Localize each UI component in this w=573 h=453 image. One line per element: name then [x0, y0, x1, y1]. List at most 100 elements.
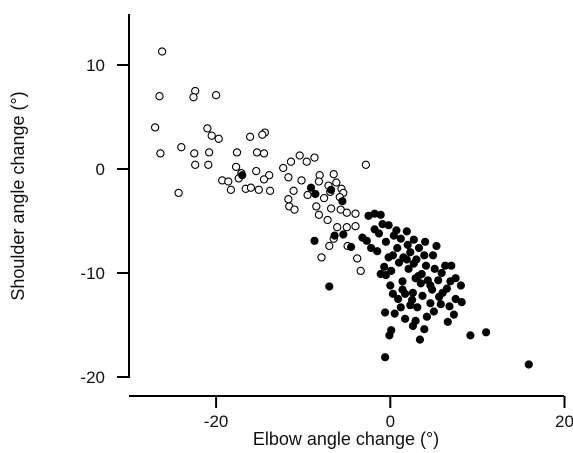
x-tick-label: -20 [204, 412, 229, 431]
filled-data-point [409, 235, 418, 244]
open-data-point [177, 143, 186, 152]
filled-data-point [306, 183, 316, 192]
open-data-point [155, 92, 164, 101]
filled-data-point [402, 255, 411, 264]
open-data-point [174, 188, 183, 198]
filled-data-point [456, 281, 465, 290]
x-tick-label: 20 [555, 412, 573, 431]
filled-data-point [393, 243, 402, 253]
filled-data-point [392, 226, 401, 235]
filled-data-point [438, 288, 447, 297]
open-data-point [190, 149, 199, 158]
filled-data-point [406, 248, 415, 257]
open-data-point [254, 185, 263, 194]
open-data-point [265, 186, 275, 195]
filled-data-point [415, 335, 424, 344]
filled-data-point [418, 291, 427, 300]
open-data-point [319, 193, 329, 203]
filled-data-point [445, 302, 454, 311]
filled-data-point [374, 229, 384, 238]
filled-data-point [408, 288, 417, 297]
open-data-point [317, 253, 326, 262]
open-data-point [356, 266, 365, 276]
open-data-point [245, 132, 255, 141]
filled-data-point [412, 255, 421, 264]
filled-data-point [330, 231, 339, 240]
filled-data-point [347, 242, 356, 252]
open-data-point [325, 241, 334, 251]
filled-data-point [385, 331, 394, 340]
filled-data-point [394, 294, 403, 304]
open-data-point [303, 190, 312, 200]
x-axis: -20 0 20 [129, 395, 573, 431]
filled-data-point [432, 241, 441, 251]
filled-data-point [310, 236, 319, 245]
filled-data-point [447, 261, 456, 270]
filled-data-point [388, 251, 397, 260]
open-data-point [333, 223, 342, 232]
filled-data-point [420, 325, 429, 334]
y-tick-label: -20 [80, 368, 105, 387]
filled-data-point [367, 243, 376, 253]
x-tick-label: 0 [386, 412, 395, 431]
open-data-point [310, 153, 319, 162]
open-data-point [342, 223, 351, 232]
filled-data-point [402, 227, 411, 236]
filled-data-point [437, 268, 446, 278]
open-data-point [156, 149, 165, 158]
filled-data-point [362, 236, 371, 245]
open-data-point [290, 205, 299, 214]
open-data-point [302, 157, 311, 166]
filled-data-point [398, 277, 407, 286]
filled-data-point [396, 234, 405, 243]
filled-data-point [404, 264, 413, 273]
open-data-point [150, 123, 160, 132]
open-data-point [351, 209, 360, 218]
filled-data-point [338, 197, 347, 206]
open-data-point [204, 148, 214, 157]
open-data-point [231, 162, 241, 172]
y-tick-label: -10 [80, 264, 105, 283]
filled-data-point [325, 282, 334, 291]
filled-data-point [381, 237, 390, 246]
filled-data-point [381, 271, 390, 280]
open-data-point [189, 93, 198, 102]
open-data-point [203, 124, 212, 133]
plot-points [150, 47, 533, 369]
filled-data-point [398, 285, 407, 294]
filled-data-point [388, 289, 397, 298]
open-data-point [314, 177, 324, 186]
filled-data-point [384, 221, 393, 230]
open-data-point [211, 91, 221, 100]
filled-data-point [387, 266, 396, 275]
filled-data-point [446, 277, 455, 286]
filled-data-point [408, 295, 417, 305]
open-data-point [342, 208, 351, 217]
y-tick-label: 0 [96, 160, 105, 179]
filled-data-point [429, 307, 438, 316]
filled-data-point [401, 314, 410, 323]
filled-data-point [238, 171, 247, 180]
filled-data-point [421, 261, 431, 270]
open-data-point [351, 222, 360, 231]
filled-data-point [457, 298, 466, 307]
open-data-point [259, 149, 269, 158]
open-data-point [252, 148, 262, 157]
filled-data-point [421, 237, 430, 246]
filled-data-point [403, 240, 412, 249]
filled-data-point [482, 328, 491, 337]
open-data-point [246, 183, 256, 192]
open-data-point [326, 204, 336, 213]
filled-data-point [426, 299, 435, 308]
filled-data-point [436, 300, 445, 309]
open-data-point [312, 202, 321, 211]
filled-data-point [413, 303, 422, 312]
open-data-point [314, 210, 324, 219]
open-data-point [207, 131, 216, 140]
filled-data-point [434, 276, 443, 285]
open-data-point [297, 176, 306, 185]
filled-data-point [327, 185, 336, 194]
filled-data-point [423, 276, 432, 285]
filled-data-point [408, 321, 417, 331]
